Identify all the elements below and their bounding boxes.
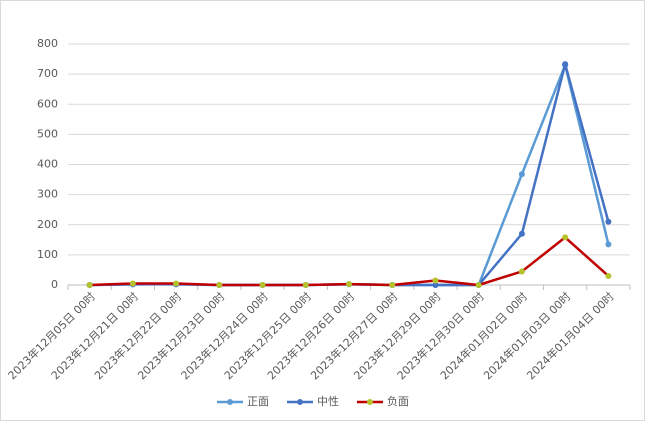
y-tick-label: 0 [51,278,58,291]
point [562,234,569,241]
y-tick-label: 300 [37,188,58,201]
point [605,218,612,225]
legend-marker [297,399,303,405]
legend-label: 负面 [387,394,409,408]
legend-label: 正面 [247,395,269,408]
point [302,282,309,288]
legend-marker [227,399,233,405]
point [518,171,525,178]
point [86,282,93,288]
point [518,268,525,275]
point [259,282,266,288]
point [173,280,180,287]
y-tick-label: 700 [37,67,58,80]
point [346,281,352,288]
point [432,282,439,288]
y-tick-label: 400 [37,158,58,171]
point [129,280,136,287]
point [605,272,612,279]
legend-marker [367,399,373,405]
point [389,282,396,288]
point [562,61,569,68]
y-tick-label: 800 [37,37,58,50]
point [216,282,223,288]
point [518,230,525,237]
legend-label: 中性 [317,394,339,408]
y-tick-label: 100 [37,248,58,261]
y-tick-label: 500 [37,127,58,140]
point [605,241,612,248]
point [432,277,439,284]
y-tick-label: 200 [37,218,58,231]
point [475,282,482,288]
y-tick-label: 600 [37,97,58,110]
